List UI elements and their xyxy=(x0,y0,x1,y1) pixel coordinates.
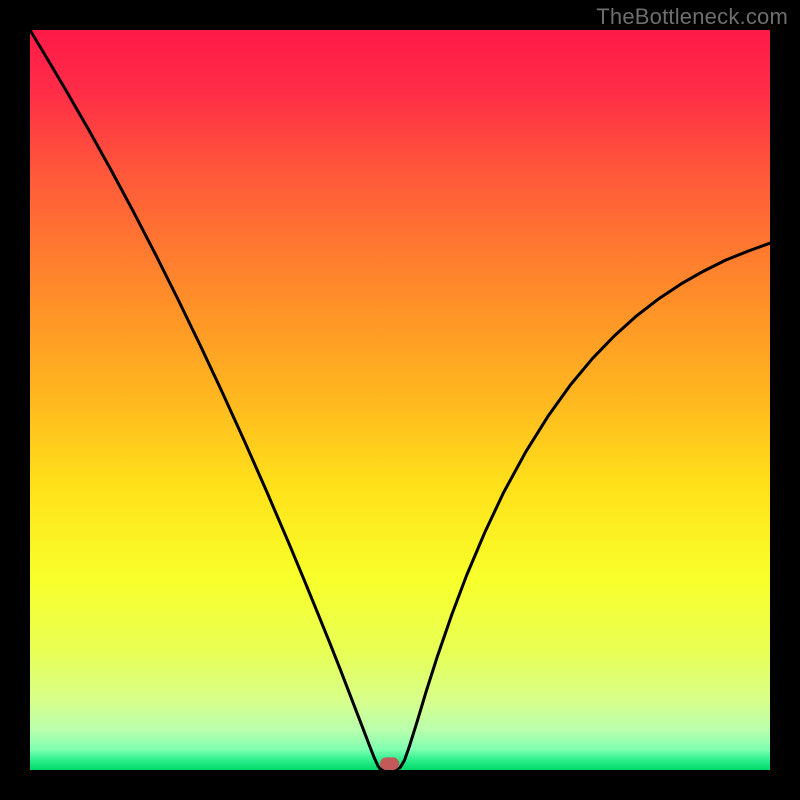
plot-area xyxy=(30,30,770,770)
gradient-background xyxy=(30,30,770,770)
optimal-point-marker xyxy=(380,757,399,770)
bottleneck-curve-chart xyxy=(30,30,770,770)
chart-container: TheBottleneck.com xyxy=(0,0,800,800)
watermark-text: TheBottleneck.com xyxy=(596,4,788,30)
